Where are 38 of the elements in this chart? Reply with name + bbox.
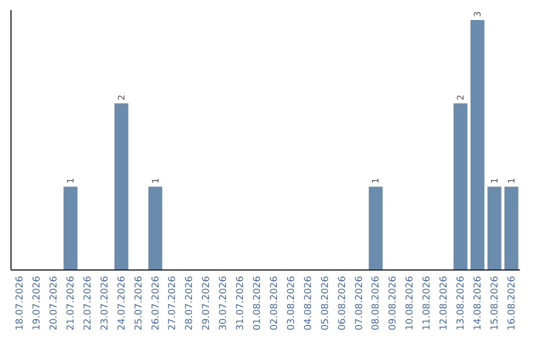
x-tick-label: 26.07.2026 bbox=[150, 276, 162, 330]
x-tick-label: 25.07.2026 bbox=[133, 276, 144, 330]
x-tick-label: 05.08.2026 bbox=[320, 276, 331, 330]
data-label: 1 bbox=[66, 178, 77, 184]
x-tick-label: 28.07.2026 bbox=[184, 276, 196, 330]
x-tick-label: 18.07.2026 bbox=[14, 276, 26, 330]
x-tick-label: 10.08.2026 bbox=[404, 276, 416, 330]
x-tick-label: 31.07.2026 bbox=[235, 276, 246, 330]
x-tick-label: 29.07.2026 bbox=[201, 276, 212, 330]
x-tick-label: 16.08.2026 bbox=[506, 276, 518, 330]
x-tick-label: 07.08.2026 bbox=[354, 276, 365, 330]
x-tick-label: 13.08.2026 bbox=[455, 276, 466, 330]
data-label: 1 bbox=[490, 178, 500, 184]
x-tick-label: 02.08.2026 bbox=[268, 276, 280, 330]
x-tick-label: 19.07.2026 bbox=[32, 276, 43, 330]
x-tick-label: 01.08.2026 bbox=[252, 276, 264, 330]
x-tick-label: 09.08.2026 bbox=[388, 276, 399, 330]
x-tick-label: 14.08.2026 bbox=[472, 276, 484, 330]
x-tick-label: 06.08.2026 bbox=[336, 276, 348, 330]
x-tick-label: 20.07.2026 bbox=[48, 276, 60, 330]
x-tick-label: 08.08.2026 bbox=[370, 276, 382, 330]
x-tick-label: 22.07.2026 bbox=[82, 276, 94, 330]
data-label: 1 bbox=[151, 178, 162, 184]
x-tick-label: 12.08.2026 bbox=[438, 276, 450, 330]
x-tick-label: 30.07.2026 bbox=[218, 276, 230, 330]
x-tick-label: 23.07.2026 bbox=[99, 276, 110, 330]
data-label: 3 bbox=[473, 11, 484, 17]
x-tick-label: 24.07.2026 bbox=[116, 276, 128, 330]
x-tick-label: 15.08.2026 bbox=[489, 276, 500, 330]
data-label: 2 bbox=[456, 94, 466, 100]
data-label: 1 bbox=[372, 178, 382, 184]
data-label: 2 bbox=[117, 94, 128, 100]
x-tick-label: 03.08.2026 bbox=[286, 276, 297, 330]
x-tick-label: 11.08.2026 bbox=[422, 276, 433, 330]
x-tick-label: 21.07.2026 bbox=[66, 276, 77, 330]
x-tick-label: 04.08.2026 bbox=[302, 276, 314, 330]
data-label: 1 bbox=[507, 178, 518, 184]
x-tick-label: 27.07.2026 bbox=[167, 276, 178, 330]
